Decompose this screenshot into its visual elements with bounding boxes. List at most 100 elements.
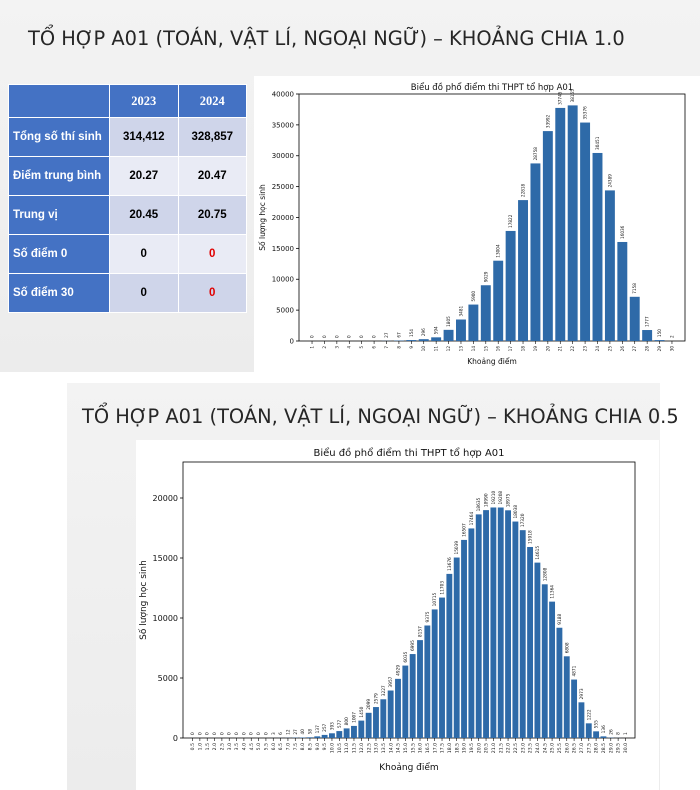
x-tick-label: 3 xyxy=(334,346,339,349)
bar xyxy=(380,699,387,738)
y-tick-label: 20000 xyxy=(272,214,294,222)
bar xyxy=(314,736,321,738)
x-tick-label: 18 xyxy=(520,346,525,352)
bar-value-label: 30451 xyxy=(595,136,600,150)
bar xyxy=(402,665,409,738)
x-tick-label: 20.0 xyxy=(476,743,482,753)
bar-value-label: 9029 xyxy=(483,271,488,282)
table-row: Số điểm 0 0 0 xyxy=(9,235,246,273)
bar xyxy=(395,678,401,738)
y-tick-label: 15000 xyxy=(153,554,178,563)
x-tick-label: 26.5 xyxy=(572,743,578,753)
y-tick-label: 10000 xyxy=(272,276,294,284)
bar xyxy=(604,190,615,341)
bar-value-label: 4929 xyxy=(395,665,401,676)
row-label: Tổng số thí sinh xyxy=(9,118,109,156)
table-row: Tổng số thí sinh 314,412 328,857 xyxy=(9,118,246,156)
cell-2024: 20.47 xyxy=(178,157,246,195)
bar xyxy=(518,200,528,341)
bar-value-label: 594 xyxy=(434,326,439,334)
x-tick-label: 8.0 xyxy=(300,743,306,750)
x-tick-label: 19.5 xyxy=(469,743,475,753)
x-axis-label: Khoảng điểm xyxy=(379,762,438,773)
bar xyxy=(456,319,466,341)
table-header-2024: 2024 xyxy=(178,85,246,117)
x-tick-label: 12 xyxy=(446,346,451,352)
bar xyxy=(593,731,600,738)
x-tick-label: 21.5 xyxy=(498,743,504,753)
table-header-2023: 2023 xyxy=(110,85,178,117)
x-tick-label: 27.5 xyxy=(586,743,592,753)
x-tick-label: 23.0 xyxy=(520,743,526,753)
bar xyxy=(468,528,475,738)
chart-title: Biểu đồ phổ điểm thi THPT tổ hợp A01 xyxy=(313,446,504,459)
bar-value-label: 257 xyxy=(322,723,328,731)
x-tick-label: 29.5 xyxy=(616,743,622,753)
y-tick-label: 15000 xyxy=(272,245,294,253)
bar xyxy=(417,640,423,738)
chart-title: Biểu đồ phổ điểm thi THPT tổ hợp A01 xyxy=(411,82,573,93)
x-tick-label: 28.0 xyxy=(594,743,600,753)
bar xyxy=(373,707,379,738)
bar-value-label: 0 xyxy=(263,732,269,735)
bar-value-label: 27 xyxy=(384,332,389,338)
bar xyxy=(461,539,467,738)
bar xyxy=(571,679,578,738)
bar-value-label: 6995 xyxy=(410,640,416,651)
histogram-chart-1: Biểu đồ phổ điểm thi THPT tổ hợp A010500… xyxy=(258,82,686,366)
bar xyxy=(406,340,417,341)
y-tick-label: 0 xyxy=(290,337,294,345)
bar xyxy=(329,733,335,738)
bar xyxy=(343,728,350,738)
bar-value-label: 67 xyxy=(396,332,401,338)
cell-2024: 328,857 xyxy=(178,118,246,156)
x-tick-label: 25.5 xyxy=(557,743,563,753)
bar xyxy=(534,562,541,738)
bar xyxy=(567,105,578,341)
y-tick-label: 40000 xyxy=(272,90,294,98)
bar xyxy=(542,131,553,341)
bar-value-label: 3481 xyxy=(458,306,463,317)
x-tick-label: 14.0 xyxy=(388,743,394,753)
x-tick-label: 27.0 xyxy=(579,743,585,753)
bar-value-label: 0 xyxy=(249,732,255,735)
x-tick-label: 25.0 xyxy=(550,743,556,753)
bar xyxy=(642,330,653,341)
bar-value-label: 13004 xyxy=(496,244,501,258)
bar xyxy=(654,340,665,341)
bar-value-label: 19210 xyxy=(491,491,497,505)
chart-panel-2: Biểu đồ phổ điểm thi THPT tổ hợp A01 0 500… xyxy=(136,440,659,790)
bar-value-label: 555 xyxy=(594,720,600,728)
bar-value-label: 15039 xyxy=(454,541,460,555)
bar-value-label: 12808 xyxy=(542,567,548,581)
bar-value-label: 33992 xyxy=(545,114,550,128)
bar-value-label: 13676 xyxy=(447,557,453,571)
x-tick-label: 5.5 xyxy=(264,743,270,750)
y-axis-label: Số lượng học sinh xyxy=(138,560,149,640)
bar-value-label: 17320 xyxy=(520,513,526,527)
bar xyxy=(483,510,489,738)
bar-value-label: 0 xyxy=(322,335,327,338)
x-tick-label: 2.0 xyxy=(212,743,218,750)
bar xyxy=(512,521,519,738)
x-tick-label: 20 xyxy=(545,346,550,352)
bar-value-label: 150 xyxy=(657,329,662,337)
x-tick-label: 15.0 xyxy=(403,743,409,753)
x-tick-label: 3.0 xyxy=(227,743,233,750)
x-tick-label: 14.5 xyxy=(396,743,402,753)
bar-value-label: 22818 xyxy=(520,183,525,197)
bar-value-label: 2 xyxy=(669,335,674,338)
bar-value-label: 14615 xyxy=(535,546,541,560)
bar xyxy=(541,584,548,738)
row-label: Số điểm 0 xyxy=(9,235,109,273)
bar-value-label: 17464 xyxy=(469,511,475,525)
bar-value-label: 2973 xyxy=(579,688,585,699)
bar-value-label: 17822 xyxy=(508,214,513,228)
plot-frame xyxy=(182,461,636,739)
bar-value-label: 0 xyxy=(205,732,211,735)
bar-value-label: 0 xyxy=(241,732,247,735)
cell-2023: 20.27 xyxy=(110,157,178,195)
bar-value-label: 8157 xyxy=(418,626,424,637)
cell-2023: 0 xyxy=(110,235,178,273)
slide-bottom: TỔ HỢP A01 (TOÁN, VẬT LÍ, NGOẠI NGỮ) – K… xyxy=(67,383,679,790)
